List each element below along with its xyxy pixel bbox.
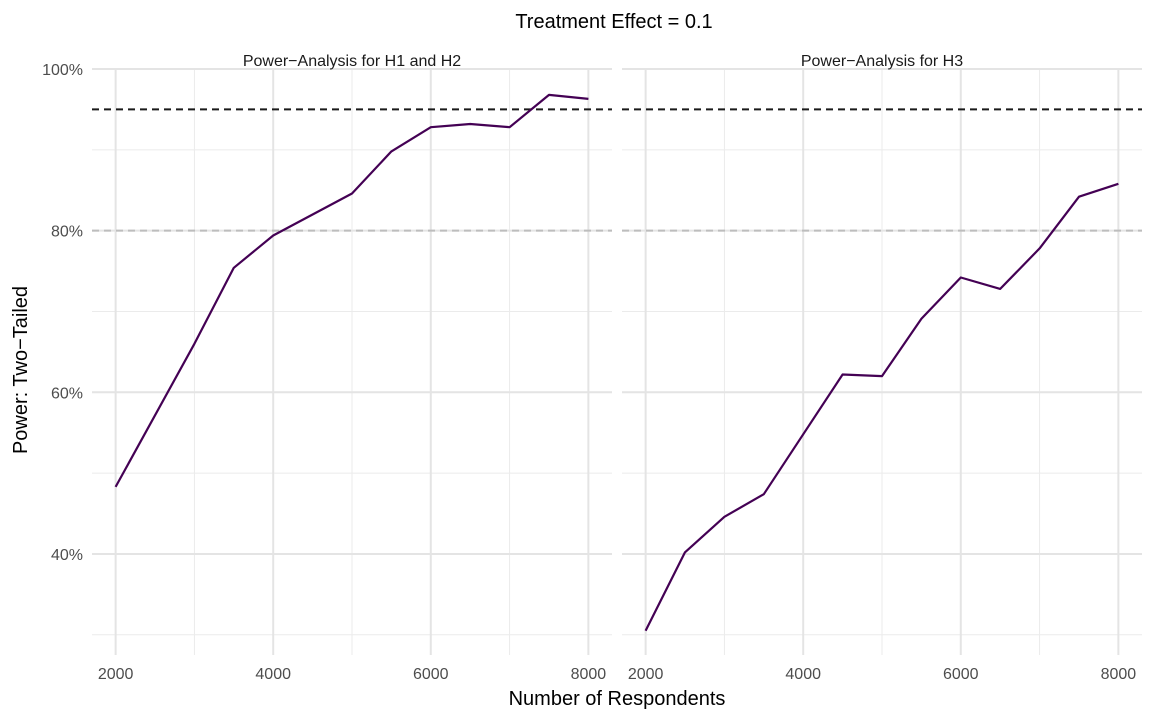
x-tick-label: 6000 (413, 666, 449, 683)
y-tick-label: 80% (51, 224, 83, 241)
panel-title: Power−Analysis for H1 and H2 (243, 53, 461, 70)
panels: Power−Analysis for H1 and H2 2000 4000 6000… (42, 53, 1142, 683)
series-line (114, 93, 589, 488)
x-axis-label: Number of Respondents (509, 688, 726, 710)
series-line (644, 182, 1119, 632)
y-tick-label: 60% (51, 385, 83, 402)
y-axis-label: Power: Two−Tailed (10, 286, 32, 454)
x-tick-label: 4000 (785, 666, 821, 683)
y-tick-label: 100% (42, 62, 83, 79)
x-tick-label: 2000 (628, 666, 664, 683)
x-tick-label: 2000 (98, 666, 134, 683)
x-tick-label: 8000 (571, 666, 607, 683)
x-tick-label: 4000 (255, 666, 291, 683)
x-tick-label: 8000 (1101, 666, 1137, 683)
y-tick-label: 40% (51, 547, 83, 564)
x-tick-label: 6000 (943, 666, 979, 683)
panel-title: Power−Analysis for H3 (801, 53, 963, 70)
chart-title: Treatment Effect = 0.1 (515, 11, 712, 33)
